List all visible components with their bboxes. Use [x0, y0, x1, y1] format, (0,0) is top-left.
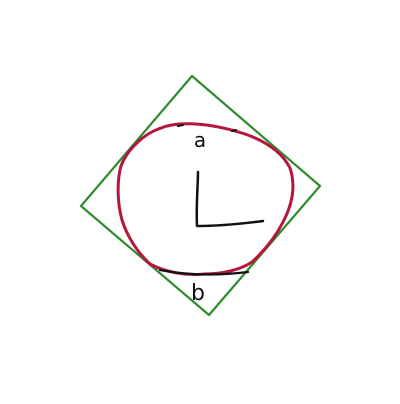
label-a: a: [194, 128, 206, 152]
clock-hands: [195, 170, 265, 228]
top-tick-marks: [177, 124, 237, 132]
freehand-circle: [116, 122, 295, 276]
bottom-chord-line: [158, 268, 250, 276]
label-b: b: [191, 281, 205, 306]
tilted-square-outline: [79, 74, 322, 317]
